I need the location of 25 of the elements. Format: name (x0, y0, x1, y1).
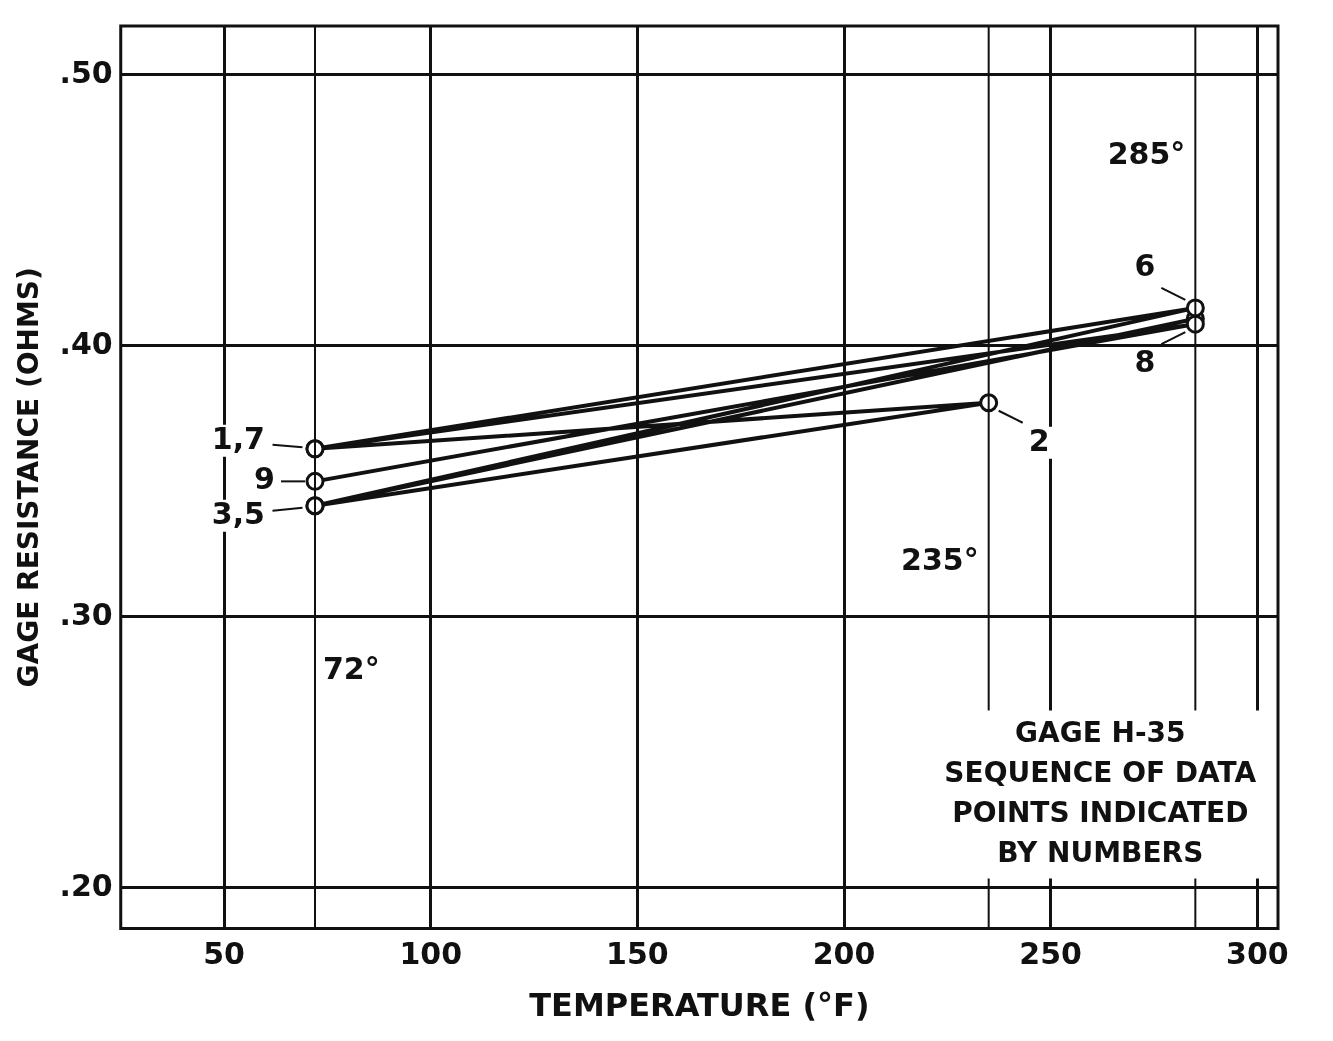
annotation: 8 (1134, 343, 1156, 379)
annotation: 9 (254, 461, 275, 497)
annotation: BY NUMBERS (997, 835, 1204, 869)
annotation: 6 (1134, 247, 1156, 283)
annotation: POINTS INDICATED (952, 795, 1249, 829)
y-tick-label: .20 (59, 867, 113, 903)
x-tick-label: 300 (1226, 936, 1289, 972)
y-tick-label: .50 (59, 54, 113, 90)
annotation: GAGE H-35 (1015, 715, 1186, 749)
annotation: 1,7 (211, 420, 265, 456)
x-tick-label: 200 (812, 936, 876, 972)
annotation: 3,5 (211, 495, 265, 531)
x-tick-label: 150 (606, 936, 669, 972)
x-tick-label: 250 (1019, 936, 1082, 972)
ref-line-label: 72° (323, 650, 380, 686)
y-axis-title: GAGE RESISTANCE (OHMS) (12, 267, 46, 688)
ref-line-label: 235° (901, 542, 979, 578)
y-tick-label: .30 (59, 596, 113, 632)
y-tick-label: .40 (59, 325, 113, 361)
annotation: 2 (1028, 422, 1050, 458)
x-tick-label: 50 (203, 936, 245, 972)
ref-line-label: 285° (1107, 135, 1186, 171)
x-tick-label: 100 (399, 936, 463, 972)
annotation: SEQUENCE OF DATA (944, 755, 1257, 789)
x-axis-title: TEMPERATURE (°F) (529, 986, 870, 1025)
